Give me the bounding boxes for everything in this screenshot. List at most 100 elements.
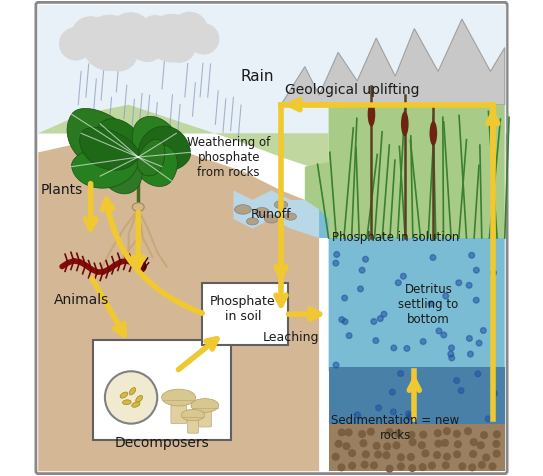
Circle shape	[469, 252, 475, 258]
Ellipse shape	[162, 389, 195, 406]
Circle shape	[349, 450, 356, 456]
Ellipse shape	[191, 398, 219, 412]
Ellipse shape	[120, 392, 128, 398]
Ellipse shape	[181, 409, 205, 421]
Circle shape	[408, 431, 415, 438]
Circle shape	[363, 257, 368, 262]
Circle shape	[359, 268, 365, 273]
Bar	[329, 424, 505, 471]
FancyBboxPatch shape	[198, 405, 211, 427]
Circle shape	[435, 440, 442, 447]
Circle shape	[346, 333, 352, 338]
Text: Plants: Plants	[41, 183, 83, 198]
Circle shape	[481, 432, 488, 438]
Circle shape	[338, 464, 345, 471]
Ellipse shape	[136, 396, 143, 402]
Circle shape	[342, 295, 348, 301]
Text: Animals: Animals	[53, 293, 109, 307]
Circle shape	[345, 429, 352, 436]
Circle shape	[72, 17, 110, 55]
Text: Detritus
settling to
bottom: Detritus settling to bottom	[399, 283, 459, 326]
Circle shape	[375, 451, 382, 458]
Circle shape	[371, 462, 377, 469]
Circle shape	[470, 451, 476, 457]
Text: Leaching: Leaching	[262, 331, 319, 345]
Circle shape	[469, 464, 476, 471]
Ellipse shape	[285, 213, 296, 220]
Text: Runoff: Runoff	[251, 208, 292, 221]
Ellipse shape	[368, 102, 375, 127]
Circle shape	[453, 430, 460, 437]
Circle shape	[361, 461, 368, 468]
Circle shape	[397, 454, 404, 461]
Circle shape	[384, 443, 390, 450]
Circle shape	[358, 286, 363, 292]
Circle shape	[428, 462, 435, 469]
Circle shape	[395, 280, 401, 286]
Ellipse shape	[247, 218, 258, 225]
Circle shape	[401, 273, 406, 279]
FancyBboxPatch shape	[171, 397, 186, 424]
Circle shape	[82, 15, 137, 70]
Circle shape	[444, 453, 450, 460]
Polygon shape	[136, 145, 178, 187]
FancyBboxPatch shape	[203, 283, 288, 345]
Polygon shape	[138, 126, 191, 172]
Circle shape	[105, 371, 157, 424]
Circle shape	[390, 409, 396, 415]
Circle shape	[408, 412, 414, 418]
Circle shape	[409, 439, 416, 446]
Circle shape	[489, 463, 496, 470]
Circle shape	[494, 450, 500, 457]
Circle shape	[363, 451, 369, 457]
Ellipse shape	[235, 205, 251, 214]
Circle shape	[333, 362, 339, 368]
Polygon shape	[38, 105, 329, 167]
Circle shape	[130, 26, 165, 61]
Circle shape	[419, 464, 426, 470]
Circle shape	[393, 442, 400, 449]
Polygon shape	[67, 109, 140, 171]
Circle shape	[148, 14, 195, 62]
Circle shape	[406, 411, 412, 416]
Circle shape	[476, 340, 482, 346]
Ellipse shape	[132, 203, 144, 211]
Circle shape	[420, 339, 426, 345]
Circle shape	[491, 390, 497, 396]
Circle shape	[419, 442, 425, 448]
Circle shape	[381, 311, 387, 317]
Ellipse shape	[274, 201, 288, 208]
Circle shape	[377, 316, 383, 321]
Circle shape	[409, 465, 415, 471]
Circle shape	[441, 332, 447, 338]
Polygon shape	[132, 117, 179, 165]
Circle shape	[477, 442, 484, 448]
Polygon shape	[305, 105, 505, 238]
Circle shape	[430, 255, 436, 260]
Bar	[329, 367, 505, 471]
Circle shape	[443, 462, 449, 469]
Circle shape	[470, 439, 477, 446]
Text: Geological uplifting: Geological uplifting	[285, 83, 420, 98]
Circle shape	[434, 452, 440, 458]
Circle shape	[332, 454, 339, 460]
Circle shape	[333, 260, 339, 266]
Circle shape	[395, 430, 402, 436]
Polygon shape	[80, 128, 138, 170]
Circle shape	[139, 16, 172, 49]
Circle shape	[172, 12, 207, 49]
Circle shape	[360, 440, 367, 446]
Bar	[38, 5, 505, 133]
Ellipse shape	[255, 208, 269, 216]
Circle shape	[444, 428, 450, 435]
FancyBboxPatch shape	[93, 340, 231, 440]
Circle shape	[493, 441, 500, 447]
Circle shape	[454, 441, 462, 447]
Polygon shape	[137, 139, 165, 176]
Polygon shape	[305, 209, 505, 371]
Circle shape	[389, 389, 395, 395]
Polygon shape	[91, 119, 142, 169]
FancyBboxPatch shape	[36, 2, 507, 474]
Circle shape	[60, 28, 92, 60]
Circle shape	[397, 463, 405, 470]
